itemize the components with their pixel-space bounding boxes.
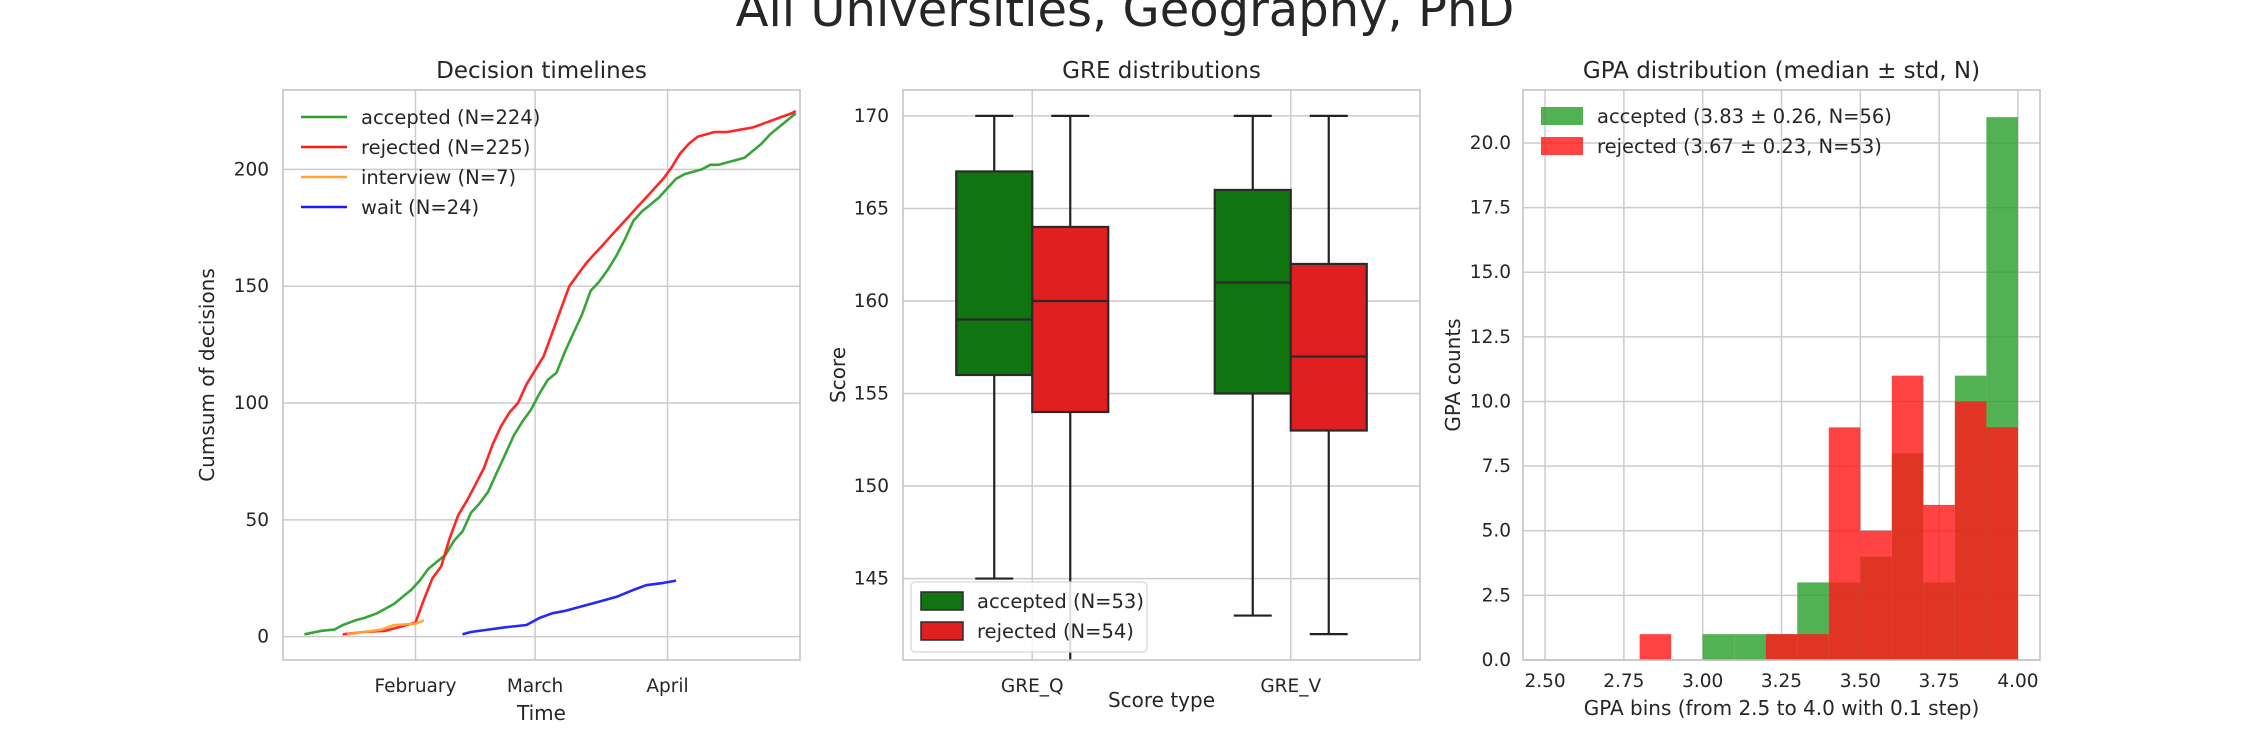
y-tick-label: 150 (854, 476, 889, 497)
y-axis-label: Cumsum of decisions (195, 268, 219, 482)
histogram-bar (1860, 530, 1892, 660)
x-tick-label: 4.00 (1997, 671, 2038, 692)
panel-title: Decision timelines (436, 58, 647, 84)
series-line (462, 579, 677, 636)
plot-frame (282, 89, 801, 661)
histogram-bar (1891, 375, 1924, 660)
y-tick-label: 17.5 (1470, 198, 1511, 219)
histogram-bar (1923, 504, 1955, 660)
y-tick-label: 10.0 (1470, 391, 1511, 412)
legend-swatch (1541, 107, 1583, 125)
gre-panel: 145 150 155 160 165 170 GRE_Q GRE_V GRE distribu… (826, 58, 1421, 712)
y-tick-label: 170 (854, 106, 889, 127)
histogram-bar (1797, 634, 1829, 660)
x-tick-label: April (646, 676, 688, 697)
histogram-bar (1702, 634, 1735, 660)
histogram-bar (1986, 427, 2018, 660)
gpa-panel: 0.0 2.5 5.0 7.5 10.0 12.5 15.0 17.5 20.0 2.50 2.75… (1441, 58, 2041, 720)
y-tick-label: 200 (234, 159, 269, 180)
y-tick-label: 0 (257, 627, 269, 648)
histogram-bar (1828, 427, 1861, 660)
legend-label: rejected (N=225) (361, 136, 530, 159)
x-tick-label: 2.75 (1603, 671, 1644, 692)
x-tick-label: GRE_V (1260, 676, 1321, 697)
x-tick-label: 2.50 (1524, 671, 1565, 692)
x-axis-label: GPA bins (from 2.5 to 4.0 with 0.1 step) (1584, 696, 1980, 720)
legend-swatch (920, 621, 964, 641)
box-plot (1213, 114, 1292, 617)
y-tick-label: 165 (854, 198, 889, 219)
y-tick-label: 5.0 (1482, 521, 1511, 542)
plot-frame (902, 89, 1421, 661)
box-body (1213, 188, 1292, 395)
timeline-panel: 0 50 100 150 200 February March April Decision t… (195, 58, 801, 725)
histogram-bar (1734, 634, 1766, 660)
legend-label: interview (N=7) (361, 166, 516, 189)
box-body (955, 170, 1034, 377)
y-tick-label: 50 (245, 510, 269, 531)
y-tick-label: 2.5 (1482, 585, 1511, 606)
histogram-bar (1765, 634, 1798, 660)
box-body (1031, 225, 1110, 414)
box-plot (1289, 114, 1368, 636)
x-tick-label: 3.75 (1919, 671, 1960, 692)
y-tick-label: 100 (234, 393, 269, 414)
y-tick-label: 145 (854, 569, 889, 590)
x-tick-label: March (507, 676, 563, 697)
y-axis-label: GPA counts (1441, 318, 1465, 431)
figure-title: All Universities, Geography, PhD (735, 0, 1515, 38)
x-tick-label: GRE_Q (1001, 676, 1064, 697)
panel-title: GPA distribution (median ± std, N) (1583, 58, 1980, 84)
y-tick-label: 150 (234, 276, 269, 297)
box-plot (1031, 114, 1110, 660)
y-tick-label: 0.0 (1482, 650, 1511, 671)
x-axis-label: Time (516, 701, 566, 725)
legend-swatch (1541, 137, 1583, 155)
x-tick-label: 3.25 (1761, 671, 1802, 692)
legend: accepted (N=53) rejected (N=54) (910, 581, 1148, 653)
legend-label: accepted (N=53) (977, 590, 1144, 613)
legend-swatch (920, 591, 964, 611)
legend-label: rejected (N=54) (977, 620, 1134, 643)
legend-label: accepted (3.83 ± 0.26, N=56) (1597, 105, 1892, 128)
panel-title: GRE distributions (1062, 58, 1261, 84)
legend-box (910, 581, 1148, 653)
y-tick-label: 7.5 (1482, 456, 1511, 477)
y-tick-label: 20.0 (1470, 133, 1511, 154)
histogram-bar (1639, 634, 1672, 660)
series-line (342, 109, 797, 636)
x-tick-label: February (374, 676, 456, 697)
y-tick-label: 15.0 (1470, 262, 1511, 283)
box-body (1289, 262, 1368, 432)
y-axis-label: Score (826, 347, 850, 403)
legend-label: wait (N=24) (361, 196, 479, 219)
histogram-bar (1954, 401, 1987, 660)
series-line (304, 112, 797, 636)
x-tick-label: 3.50 (1840, 671, 1881, 692)
x-tick-label: 3.00 (1682, 671, 1723, 692)
box-plot (955, 114, 1034, 580)
legend-label: rejected (3.67 ± 0.23, N=53) (1597, 135, 1882, 158)
series-line (346, 619, 425, 636)
x-axis-label: Score type (1108, 688, 1215, 712)
y-tick-label: 12.5 (1470, 327, 1511, 348)
legend-label: accepted (N=224) (361, 106, 540, 129)
y-tick-label: 160 (854, 291, 889, 312)
y-tick-label: 155 (854, 384, 889, 405)
plot-frame (1522, 89, 2041, 661)
histogram-series (1639, 375, 2018, 660)
